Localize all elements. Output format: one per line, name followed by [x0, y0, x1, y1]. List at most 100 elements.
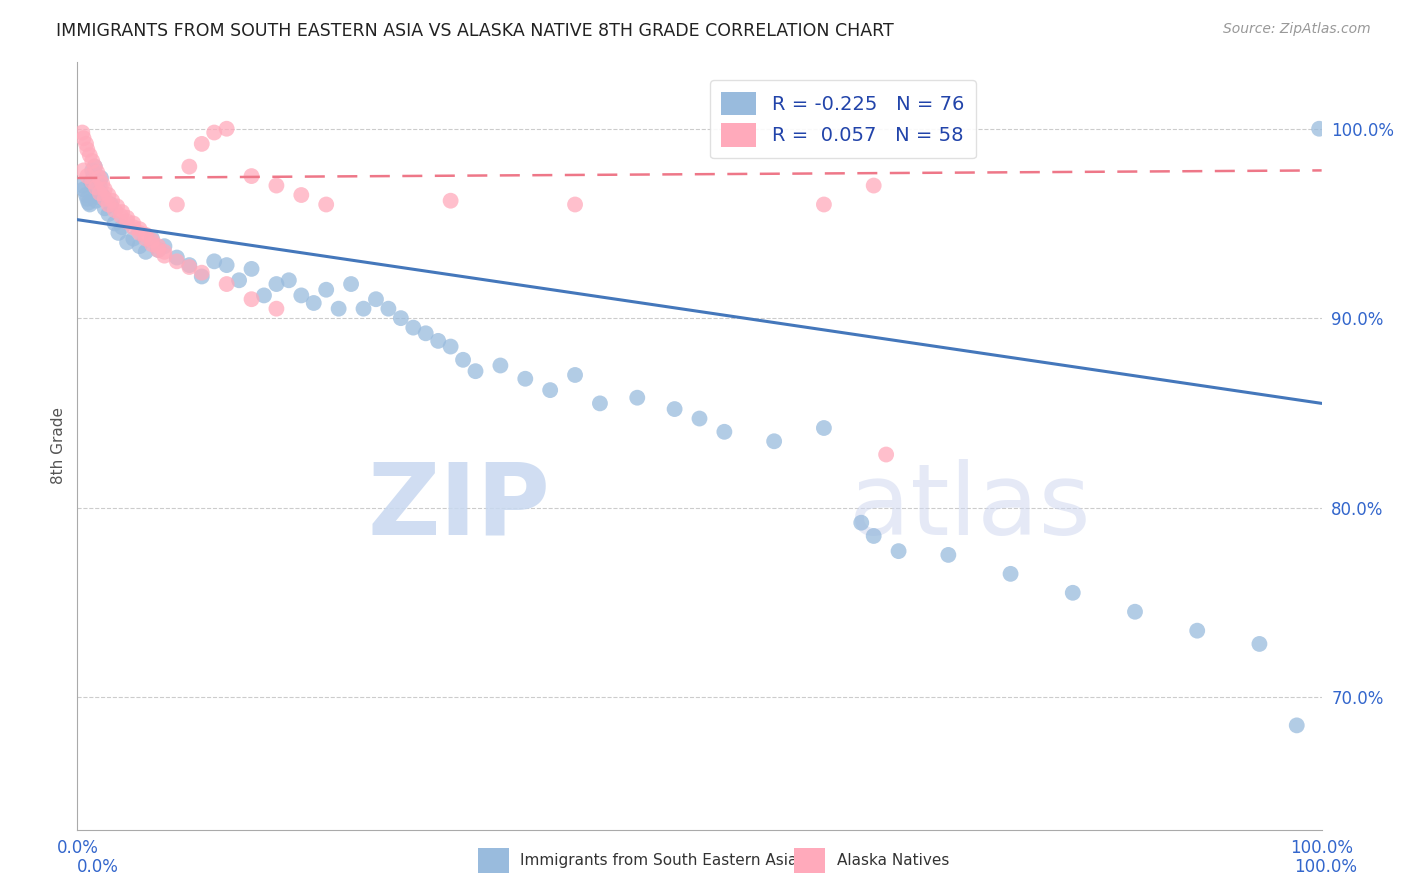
- Point: [266, 277, 288, 291]
- Point: [76, 143, 98, 157]
- Text: Source: ZipAtlas.com: Source: ZipAtlas.com: [1223, 22, 1371, 37]
- Point: [104, 216, 127, 230]
- Point: [1123, 605, 1146, 619]
- Point: [340, 277, 363, 291]
- Point: [153, 249, 176, 263]
- Point: [277, 273, 299, 287]
- Point: [1062, 586, 1084, 600]
- Point: [72, 126, 94, 140]
- Point: [72, 163, 94, 178]
- Point: [887, 544, 910, 558]
- Point: [215, 277, 238, 291]
- Point: [439, 194, 461, 208]
- Point: [875, 448, 897, 462]
- Point: [82, 175, 104, 189]
- Point: [464, 364, 486, 378]
- Point: [664, 402, 686, 417]
- Text: ZIP: ZIP: [367, 458, 550, 556]
- Point: [86, 165, 108, 179]
- Point: [763, 434, 786, 449]
- Point: [107, 226, 129, 240]
- Point: [813, 197, 835, 211]
- Point: [115, 211, 138, 225]
- Text: IMMIGRANTS FROM SOUTH EASTERN ASIA VS ALASKA NATIVE 8TH GRADE CORRELATION CHART: IMMIGRANTS FROM SOUTH EASTERN ASIA VS AL…: [56, 22, 894, 40]
- Point: [266, 301, 288, 316]
- Point: [439, 340, 461, 354]
- Point: [82, 153, 104, 168]
- Point: [79, 148, 101, 162]
- Point: [135, 227, 157, 242]
- Point: [290, 288, 312, 302]
- Point: [135, 231, 157, 245]
- Point: [128, 239, 150, 253]
- Point: [84, 180, 107, 194]
- Point: [862, 178, 884, 193]
- Point: [80, 175, 103, 189]
- Point: [215, 258, 238, 272]
- Text: Alaska Natives: Alaska Natives: [837, 854, 949, 868]
- Point: [72, 131, 94, 145]
- Point: [489, 359, 512, 373]
- Point: [122, 220, 145, 235]
- Point: [1308, 121, 1330, 136]
- Point: [377, 301, 399, 316]
- Point: [100, 197, 122, 211]
- Point: [166, 251, 188, 265]
- Point: [427, 334, 450, 348]
- Point: [415, 326, 437, 341]
- Point: [141, 237, 163, 252]
- Point: [122, 231, 145, 245]
- Point: [111, 205, 134, 219]
- Point: [76, 169, 98, 183]
- Point: [90, 171, 112, 186]
- Point: [402, 320, 425, 334]
- Point: [315, 283, 337, 297]
- Point: [179, 260, 201, 274]
- Point: [389, 311, 412, 326]
- Point: [240, 261, 263, 276]
- Point: [101, 194, 124, 208]
- Legend: R = -0.225   N = 76, R =  0.057   N = 58: R = -0.225 N = 76, R = 0.057 N = 58: [710, 79, 976, 159]
- Point: [589, 396, 612, 410]
- Point: [141, 231, 163, 245]
- Point: [104, 203, 127, 218]
- Point: [166, 254, 188, 268]
- Point: [115, 214, 138, 228]
- Point: [86, 182, 108, 196]
- Point: [84, 194, 107, 208]
- Point: [538, 383, 561, 397]
- Point: [315, 197, 337, 211]
- Point: [266, 178, 288, 193]
- Point: [302, 296, 325, 310]
- Point: [713, 425, 735, 439]
- Y-axis label: 8th Grade: 8th Grade: [51, 408, 66, 484]
- Point: [228, 273, 250, 287]
- Point: [141, 234, 163, 248]
- Point: [89, 186, 111, 201]
- Point: [153, 239, 176, 253]
- Point: [253, 288, 276, 302]
- Point: [179, 160, 201, 174]
- Point: [128, 222, 150, 236]
- Text: 100.0%: 100.0%: [1294, 858, 1357, 876]
- Point: [97, 188, 120, 202]
- Point: [148, 243, 170, 257]
- Point: [240, 292, 263, 306]
- Point: [813, 421, 835, 435]
- Point: [1185, 624, 1208, 638]
- Point: [93, 192, 115, 206]
- Point: [564, 368, 586, 382]
- Point: [105, 199, 128, 213]
- Point: [76, 192, 98, 206]
- Point: [851, 516, 873, 530]
- Point: [451, 352, 474, 367]
- Point: [89, 178, 111, 193]
- Point: [202, 126, 225, 140]
- Point: [77, 195, 100, 210]
- Point: [191, 266, 214, 280]
- Point: [626, 391, 648, 405]
- Point: [328, 301, 350, 316]
- Point: [89, 171, 111, 186]
- Point: [564, 197, 586, 211]
- Point: [153, 244, 176, 259]
